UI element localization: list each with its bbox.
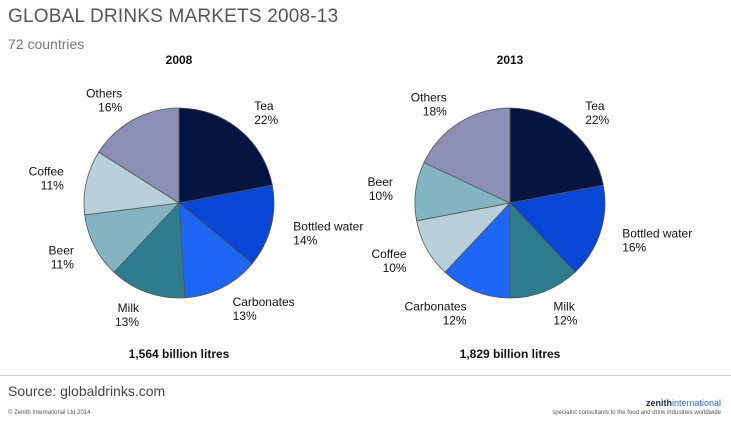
- slice-label: Bottled water 16%: [622, 227, 692, 255]
- pie-slice-carbonates: [178, 202, 253, 299]
- page-subtitle: 72 countries: [8, 36, 85, 52]
- slice-label: Beer 11%: [49, 244, 75, 272]
- slice-label: Coffee 11%: [29, 164, 64, 192]
- pie-slice-bottled-water: [178, 184, 275, 265]
- pie-title: 2013: [497, 53, 524, 67]
- pie-charts: 2008 Tea 22% Bottled water 14% Carbonates 13% M…: [29, 53, 693, 361]
- pie-slice-carbonates: [444, 201, 511, 299]
- pie-slice-bottled-water: [509, 184, 606, 273]
- slice-label: Others 18%: [411, 90, 447, 118]
- footer-divider: [0, 375, 731, 376]
- copyright-note: © Zenith International Ltd 2014: [8, 410, 91, 416]
- pie-title: 2008: [166, 53, 193, 67]
- slice-label: Bottled water 14%: [293, 219, 363, 247]
- pie-chart-2008: 2008 Tea 22% Bottled water 14% Carbonates 13% M…: [29, 53, 364, 361]
- pie-chart-2013: 2013 Tea 22% Bottled water 16% Milk 12% Carbona…: [368, 53, 693, 361]
- slice-label: Milk 12%: [553, 300, 577, 328]
- pie-slice-milk: [509, 201, 576, 299]
- pie-slice-others: [423, 107, 511, 204]
- slice-label: Tea 22%: [254, 99, 278, 127]
- slice-label: Carbonates 13%: [233, 295, 295, 323]
- pie-slice-tea: [178, 107, 273, 204]
- pie-slice-others: [98, 107, 180, 204]
- brand-logo-bold: zenith: [645, 398, 672, 408]
- pie-slice-milk: [113, 202, 186, 299]
- pie-slice-tea: [509, 107, 604, 204]
- pie-total: 1,564 billion litres: [129, 347, 230, 361]
- slice-label: Tea 22%: [585, 99, 609, 127]
- slice-label: Carbonates 12%: [405, 300, 467, 328]
- slice-label: Others 16%: [86, 87, 122, 115]
- pie-slice-coffee: [83, 151, 181, 216]
- slice-label: Milk 13%: [115, 301, 140, 329]
- brand-logo-light: international: [671, 398, 721, 408]
- pie-slice-beer: [84, 202, 181, 273]
- source-note: Source: globaldrinks.com: [8, 383, 166, 399]
- slice-label: Beer 10%: [368, 175, 394, 203]
- slice-label: Coffee 10%: [371, 247, 406, 275]
- page-title: GLOBAL DRINKS MARKETS 2008-13: [8, 6, 339, 27]
- pie-total: 1,829 billion litres: [460, 347, 561, 361]
- brand-logo: zenithinternational: [646, 398, 721, 408]
- brand-tagline: specialist consultants to the food and d…: [552, 410, 721, 416]
